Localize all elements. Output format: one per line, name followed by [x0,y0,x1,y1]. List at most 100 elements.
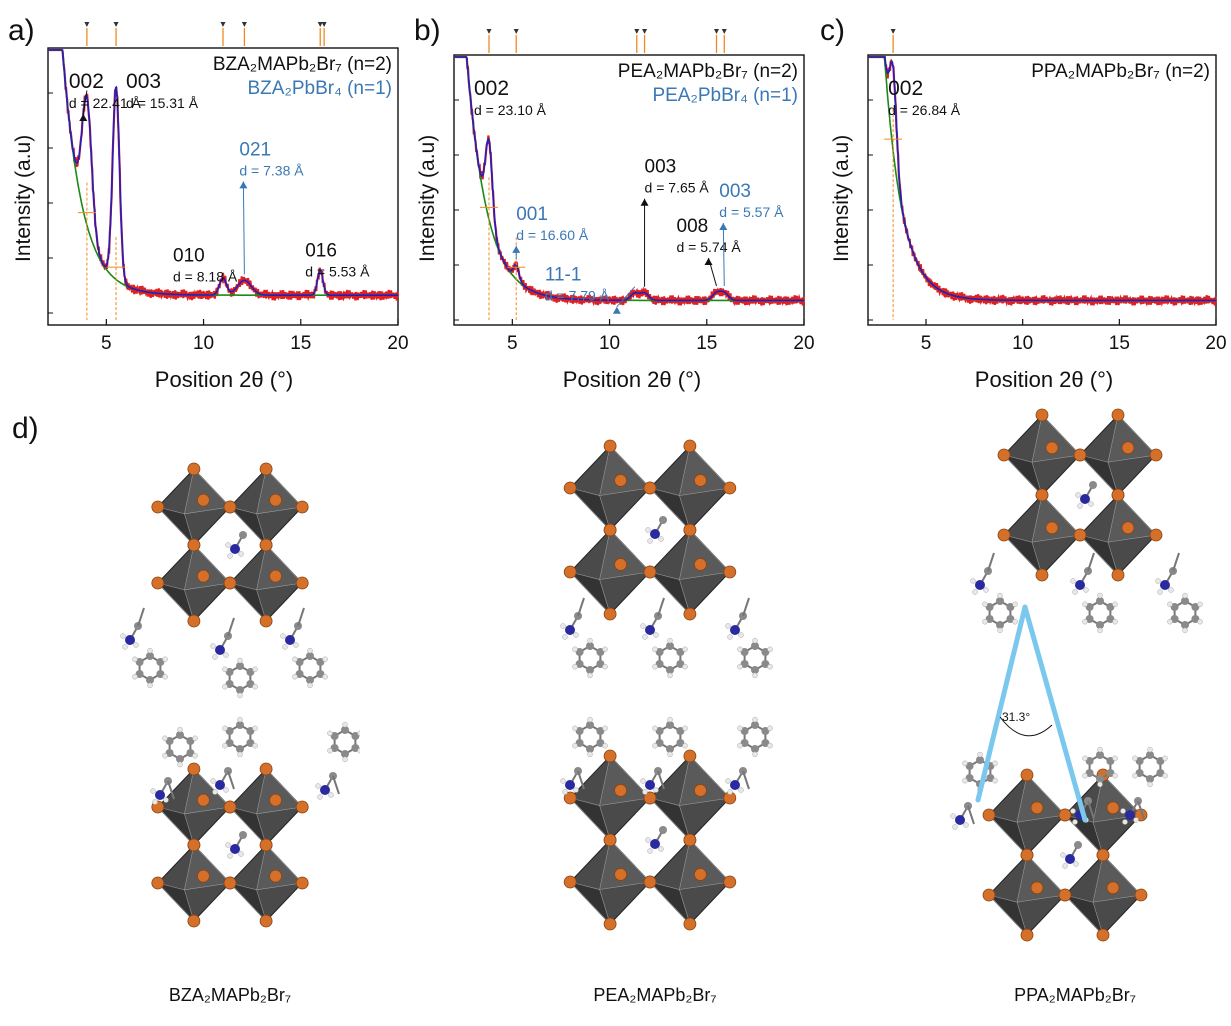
hydrogen-atom [737,663,743,670]
pbbr6-octahedron [997,488,1087,582]
bromine-atom [187,614,201,628]
bond [1137,800,1145,820]
nitrogen-atom [955,815,965,825]
hydrogen-atom [122,644,128,650]
hydrogen-atom [752,672,758,679]
carbon-atom [236,686,244,694]
carbon-atom [1170,603,1179,611]
bromine-atom [197,793,210,807]
bromine-atom [197,569,210,583]
hydrogen-atom [1073,861,1079,867]
panel-label-a: a) [8,14,35,47]
nitrogen-atom [1125,810,1135,820]
peak-hkl-label: 021 [239,139,271,160]
octahedron-face [156,882,195,922]
carbon-atom [1085,757,1094,765]
bromine-atom [563,565,577,579]
bromine-atom [259,762,273,776]
hydrogen-atom [982,601,988,608]
peak-arrowhead [239,181,248,189]
carbon-atom [225,680,234,688]
hydrogen-atom [647,538,653,544]
nitrogen-atom [645,780,655,790]
peak-hkl-label: 016 [305,240,337,261]
octahedron-face [649,571,691,615]
hydrogen-atom [737,646,743,653]
carbon-atom [751,745,759,753]
carbon-atom [246,680,255,688]
peak-d-spacing-label: d = 7.79 Å [545,288,610,304]
carbon-atom [239,531,247,539]
bromine-atom [563,875,577,889]
bromine-atom [683,917,697,931]
xrd-chart-c: 5 10 15 20 PPA₂MAPb₂Br₇ (n=2) 002 d = 26.84 Å [867,29,1227,354]
octahedron-face [156,582,195,622]
nitrogen-atom [645,625,655,635]
hydrogen-atom [727,634,733,640]
carbon-atom [666,642,674,650]
hydrogen-atom [307,647,313,654]
bromine-atom [197,869,210,883]
hydrogen-atom [652,646,658,653]
nitrogen-atom [155,790,165,800]
hydrogen-atom [752,637,758,644]
peak-arrowhead [719,222,728,230]
hydrogen-atom [587,637,593,644]
peak-arrowhead [704,257,713,265]
hydrogen-atom [1132,772,1138,779]
bond [577,597,585,617]
carbon-atom [156,658,165,666]
hydrogen-atom [133,642,139,648]
hydrogen-atom [1062,863,1068,869]
hydrogen-atom [587,751,593,758]
carbon-atom [740,648,749,656]
octahedron-face [229,582,267,622]
hydrogen-atom [223,787,229,793]
octahedron-face [256,468,303,515]
carbon-atom [1106,769,1115,777]
nitrogen-atom [285,635,295,645]
peak-arrowhead [612,306,621,314]
hydrogen-atom [952,824,958,830]
carbon-atom [586,721,594,729]
structure-ppa: 31.3° [950,408,1203,942]
reference-marker [714,29,719,34]
carbon-atom [596,648,605,656]
hydrogen-atom [1082,772,1088,779]
bromine-atom [603,439,617,453]
hydrogen-atom [647,848,653,854]
carbon-atom [341,726,349,734]
reference-marker [84,22,90,27]
hydrogen-atom [292,656,298,663]
hydrogen-atom [1083,587,1089,593]
octahedron-face [184,468,231,515]
nitrogen-atom [230,844,240,854]
hydrogen-atom [737,742,743,749]
peak-d-spacing-label: d = 15.31 Å [126,95,199,111]
bromine-atom [603,833,617,847]
peak-hkl-label: 11-1 [545,265,582,286]
hydrogen-atom [237,657,243,664]
pbbr6-octahedron [563,439,657,537]
carbon-atom [1006,615,1015,623]
hydrogen-atom [725,778,731,784]
plot-frame [47,47,399,326]
bromine-atom [269,869,283,883]
nitrogen-atom [975,580,985,590]
hydrogen-atom [237,751,243,758]
x-tick-label: 15 [696,333,717,354]
pbbr6-octahedron [151,838,237,928]
hydrogen-atom [658,536,664,542]
octahedron-face [988,814,1028,856]
bromine-atom [683,607,697,621]
bromine-atom [614,868,627,881]
bromine-atom [223,576,237,590]
carbon-atom [1096,597,1104,605]
pbbr6-octahedron [1058,848,1148,942]
hydrogen-atom [132,673,138,680]
x-axis-title-c: Position 2θ (°) [974,367,1114,392]
carbon-atom [330,744,339,752]
hydrogen-atom [1112,601,1118,608]
bromine-atom [723,875,737,889]
bromine-atom [259,614,273,628]
